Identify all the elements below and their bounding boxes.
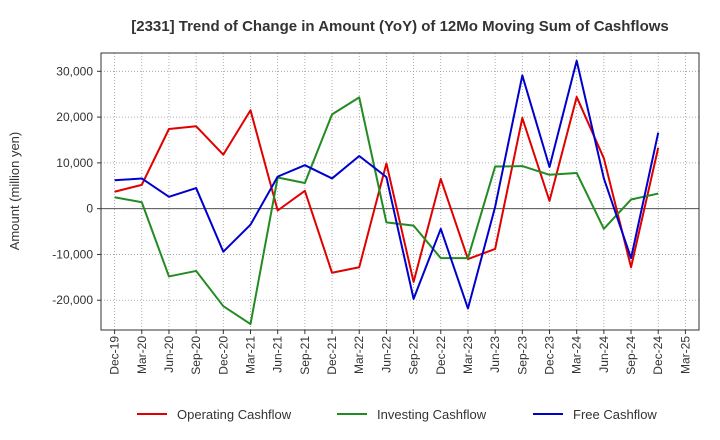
x-tick-label: Jun-22	[379, 336, 393, 373]
x-tick-label: Dec-21	[325, 336, 339, 375]
x-tick-label: Dec-24	[651, 336, 665, 375]
x-tick-label: Jun-20	[162, 336, 176, 373]
plot-frame	[100, 52, 700, 331]
series-lines	[114, 59, 660, 326]
grid	[101, 53, 699, 330]
legend-label-free-cashflow: Free Cashflow	[573, 407, 657, 422]
x-tick-label: Mar-22	[352, 336, 366, 374]
x-tick-label: Dec-22	[434, 336, 448, 375]
y-axis-ticks: 30,000 20,000 10,000 0 -10,000 -20,000	[52, 64, 101, 307]
x-tick-label: Mar-25	[678, 336, 692, 374]
y-tick-label: 30,000	[56, 64, 93, 78]
x-tick-label: Sep-24	[624, 336, 638, 375]
y-tick-label: 0	[86, 202, 93, 216]
y-tick-label: -20,000	[52, 293, 93, 307]
x-tick-label: Dec-23	[543, 336, 557, 375]
y-axis-label: Amount (million yen)	[7, 132, 22, 251]
x-tick-label: Mar-23	[461, 336, 475, 374]
x-tick-label: Jun-23	[488, 336, 502, 373]
x-tick-label: Sep-21	[298, 336, 312, 375]
x-tick-label: Jun-21	[271, 336, 285, 373]
y-tick-label: 10,000	[56, 156, 93, 170]
x-tick-label: Jun-24	[597, 336, 611, 373]
legend-label-operating-cashflow: Operating Cashflow	[177, 407, 292, 422]
x-tick-label: Mar-24	[570, 336, 584, 374]
x-tick-label: Sep-23	[515, 336, 529, 375]
legend-label-investing-cashflow: Investing Cashflow	[377, 407, 487, 422]
y-tick-label: 20,000	[56, 110, 93, 124]
x-tick-label: Sep-22	[407, 336, 421, 375]
legend: Operating Cashflow Investing Cashflow Free…	[137, 407, 657, 422]
chart-title: [2331] Trend of Change in Amount (YoY) o…	[131, 18, 669, 35]
x-axis-ticks: Dec-19 Mar-20 Jun-20 Sep-20 Dec-20 Mar-21 Jun-…	[108, 330, 692, 375]
x-tick-label: Mar-20	[135, 336, 149, 374]
y-tick-label: -10,000	[52, 247, 93, 261]
x-tick-label: Dec-19	[108, 336, 122, 375]
x-tick-label: Mar-21	[244, 336, 258, 374]
x-tick-label: Dec-20	[216, 336, 230, 375]
x-tick-label: Sep-20	[189, 336, 203, 375]
